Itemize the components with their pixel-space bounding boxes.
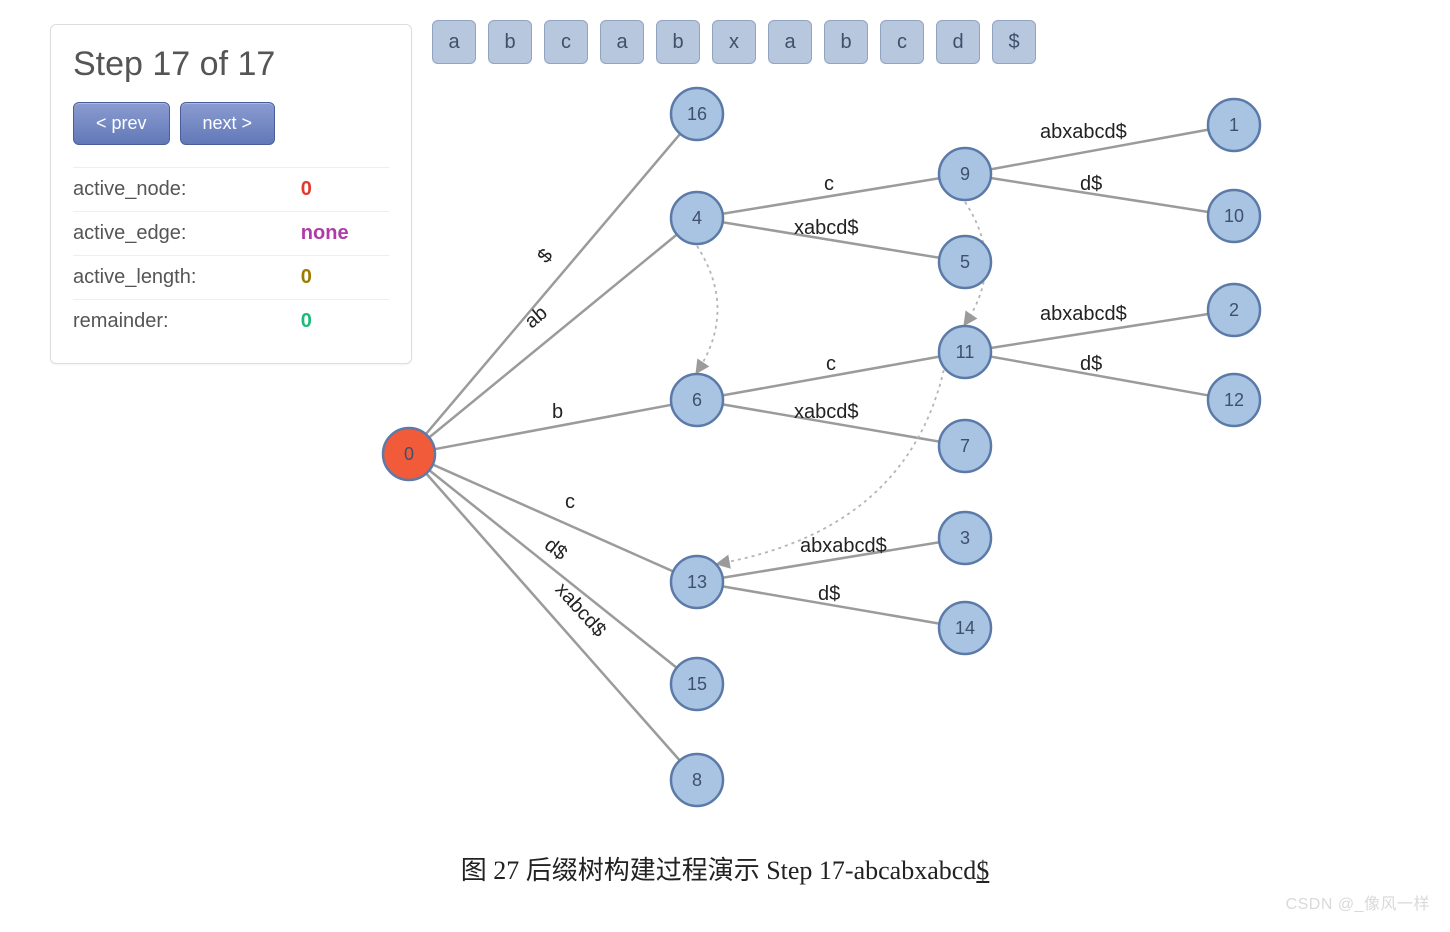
edge-label: d$ <box>1080 353 1102 375</box>
edge-label: abxabcd$ <box>1040 303 1127 325</box>
tree-edge <box>426 134 680 434</box>
tree-node-label: 6 <box>692 390 702 410</box>
tree-node-label: 0 <box>404 444 414 464</box>
suffix-link <box>697 246 718 372</box>
tree-node-label: 9 <box>960 164 970 184</box>
tree-node-label: 1 <box>1229 115 1239 135</box>
edge-label: xabcd$ <box>794 401 859 423</box>
edge-label: d$ <box>818 583 840 605</box>
edge-label: abxabcd$ <box>800 535 887 557</box>
edge-label: b <box>552 401 563 423</box>
tree-node-label: 10 <box>1224 206 1244 226</box>
edge-label: c <box>565 491 575 513</box>
edge-label: d$ <box>540 534 571 565</box>
tree-node-label: 2 <box>1229 300 1239 320</box>
edge-label: d$ <box>1080 173 1102 195</box>
caption-prefix: 图 27 后缀树构建过程演示 Step 17-abcabxabcd <box>461 856 977 885</box>
tree-node-label: 15 <box>687 674 707 694</box>
watermark: CSDN @_像风一样 <box>1286 890 1430 914</box>
tree-node-label: 13 <box>687 572 707 592</box>
tree-node-label: 7 <box>960 436 970 456</box>
tree-node-label: 3 <box>960 528 970 548</box>
edge-label: c <box>826 353 836 375</box>
tree-node-label: 16 <box>687 104 707 124</box>
edge-label: c <box>824 173 834 195</box>
tree-node-label: 11 <box>956 342 975 362</box>
figure-caption: 图 27 后缀树构建过程演示 Step 17-abcabxabcd$ <box>0 850 1450 887</box>
tree-node-label: 5 <box>960 252 970 272</box>
edge-label: $ <box>533 245 557 268</box>
tree-node-label: 12 <box>1224 390 1244 410</box>
tree-edge <box>426 473 680 760</box>
edge-label: ab <box>521 302 552 333</box>
tree-node-label: 14 <box>955 618 975 638</box>
tree-edge <box>429 470 676 668</box>
suffix-tree-diagram: 016491105611212713314158 $abbcd$xabcd$cx… <box>0 0 1450 840</box>
tree-node-label: 4 <box>692 208 702 228</box>
edge-label: xabcd$ <box>794 217 859 239</box>
edge-label: xabcd$ <box>551 579 611 642</box>
edge-label: abxabcd$ <box>1040 121 1127 143</box>
caption-underlined: $ <box>976 856 989 885</box>
tree-node-label: 8 <box>692 770 702 790</box>
